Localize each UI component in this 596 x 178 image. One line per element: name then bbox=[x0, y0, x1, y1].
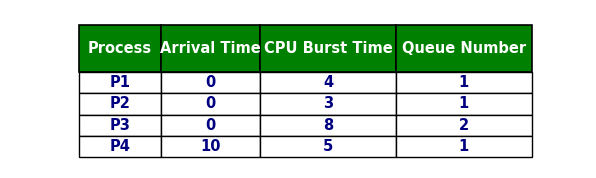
Text: P2: P2 bbox=[110, 96, 131, 111]
Bar bbox=[396, 93, 532, 115]
Text: P1: P1 bbox=[109, 75, 131, 90]
Text: Arrival Time: Arrival Time bbox=[160, 41, 261, 56]
Bar bbox=[79, 72, 160, 93]
Text: P4: P4 bbox=[110, 139, 131, 154]
Text: 8: 8 bbox=[323, 118, 333, 133]
Bar bbox=[260, 93, 396, 115]
Text: 0: 0 bbox=[205, 75, 216, 90]
Bar bbox=[260, 115, 396, 136]
Bar bbox=[260, 25, 396, 72]
Bar bbox=[160, 93, 260, 115]
Bar bbox=[79, 115, 160, 136]
Text: 4: 4 bbox=[323, 75, 333, 90]
Bar bbox=[396, 136, 532, 157]
Text: 5: 5 bbox=[323, 139, 333, 154]
Text: 1: 1 bbox=[459, 75, 469, 90]
Text: Queue Number: Queue Number bbox=[402, 41, 526, 56]
Bar bbox=[160, 136, 260, 157]
Bar bbox=[396, 115, 532, 136]
Text: 1: 1 bbox=[459, 139, 469, 154]
Bar bbox=[160, 25, 260, 72]
Bar bbox=[160, 115, 260, 136]
Bar bbox=[396, 25, 532, 72]
Text: CPU Burst Time: CPU Burst Time bbox=[263, 41, 392, 56]
Text: P3: P3 bbox=[110, 118, 131, 133]
Bar bbox=[260, 136, 396, 157]
Bar bbox=[79, 136, 160, 157]
Text: Process: Process bbox=[88, 41, 152, 56]
Text: 0: 0 bbox=[205, 118, 216, 133]
Bar bbox=[79, 25, 160, 72]
Bar bbox=[260, 72, 396, 93]
Bar bbox=[160, 72, 260, 93]
Text: 3: 3 bbox=[323, 96, 333, 111]
Bar bbox=[396, 72, 532, 93]
Text: 0: 0 bbox=[205, 96, 216, 111]
Text: 1: 1 bbox=[459, 96, 469, 111]
Text: 10: 10 bbox=[200, 139, 221, 154]
Bar bbox=[79, 93, 160, 115]
Text: 2: 2 bbox=[459, 118, 469, 133]
